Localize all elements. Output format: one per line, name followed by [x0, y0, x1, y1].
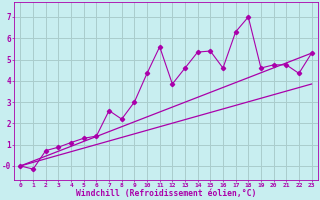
- X-axis label: Windchill (Refroidissement éolien,°C): Windchill (Refroidissement éolien,°C): [76, 189, 256, 198]
